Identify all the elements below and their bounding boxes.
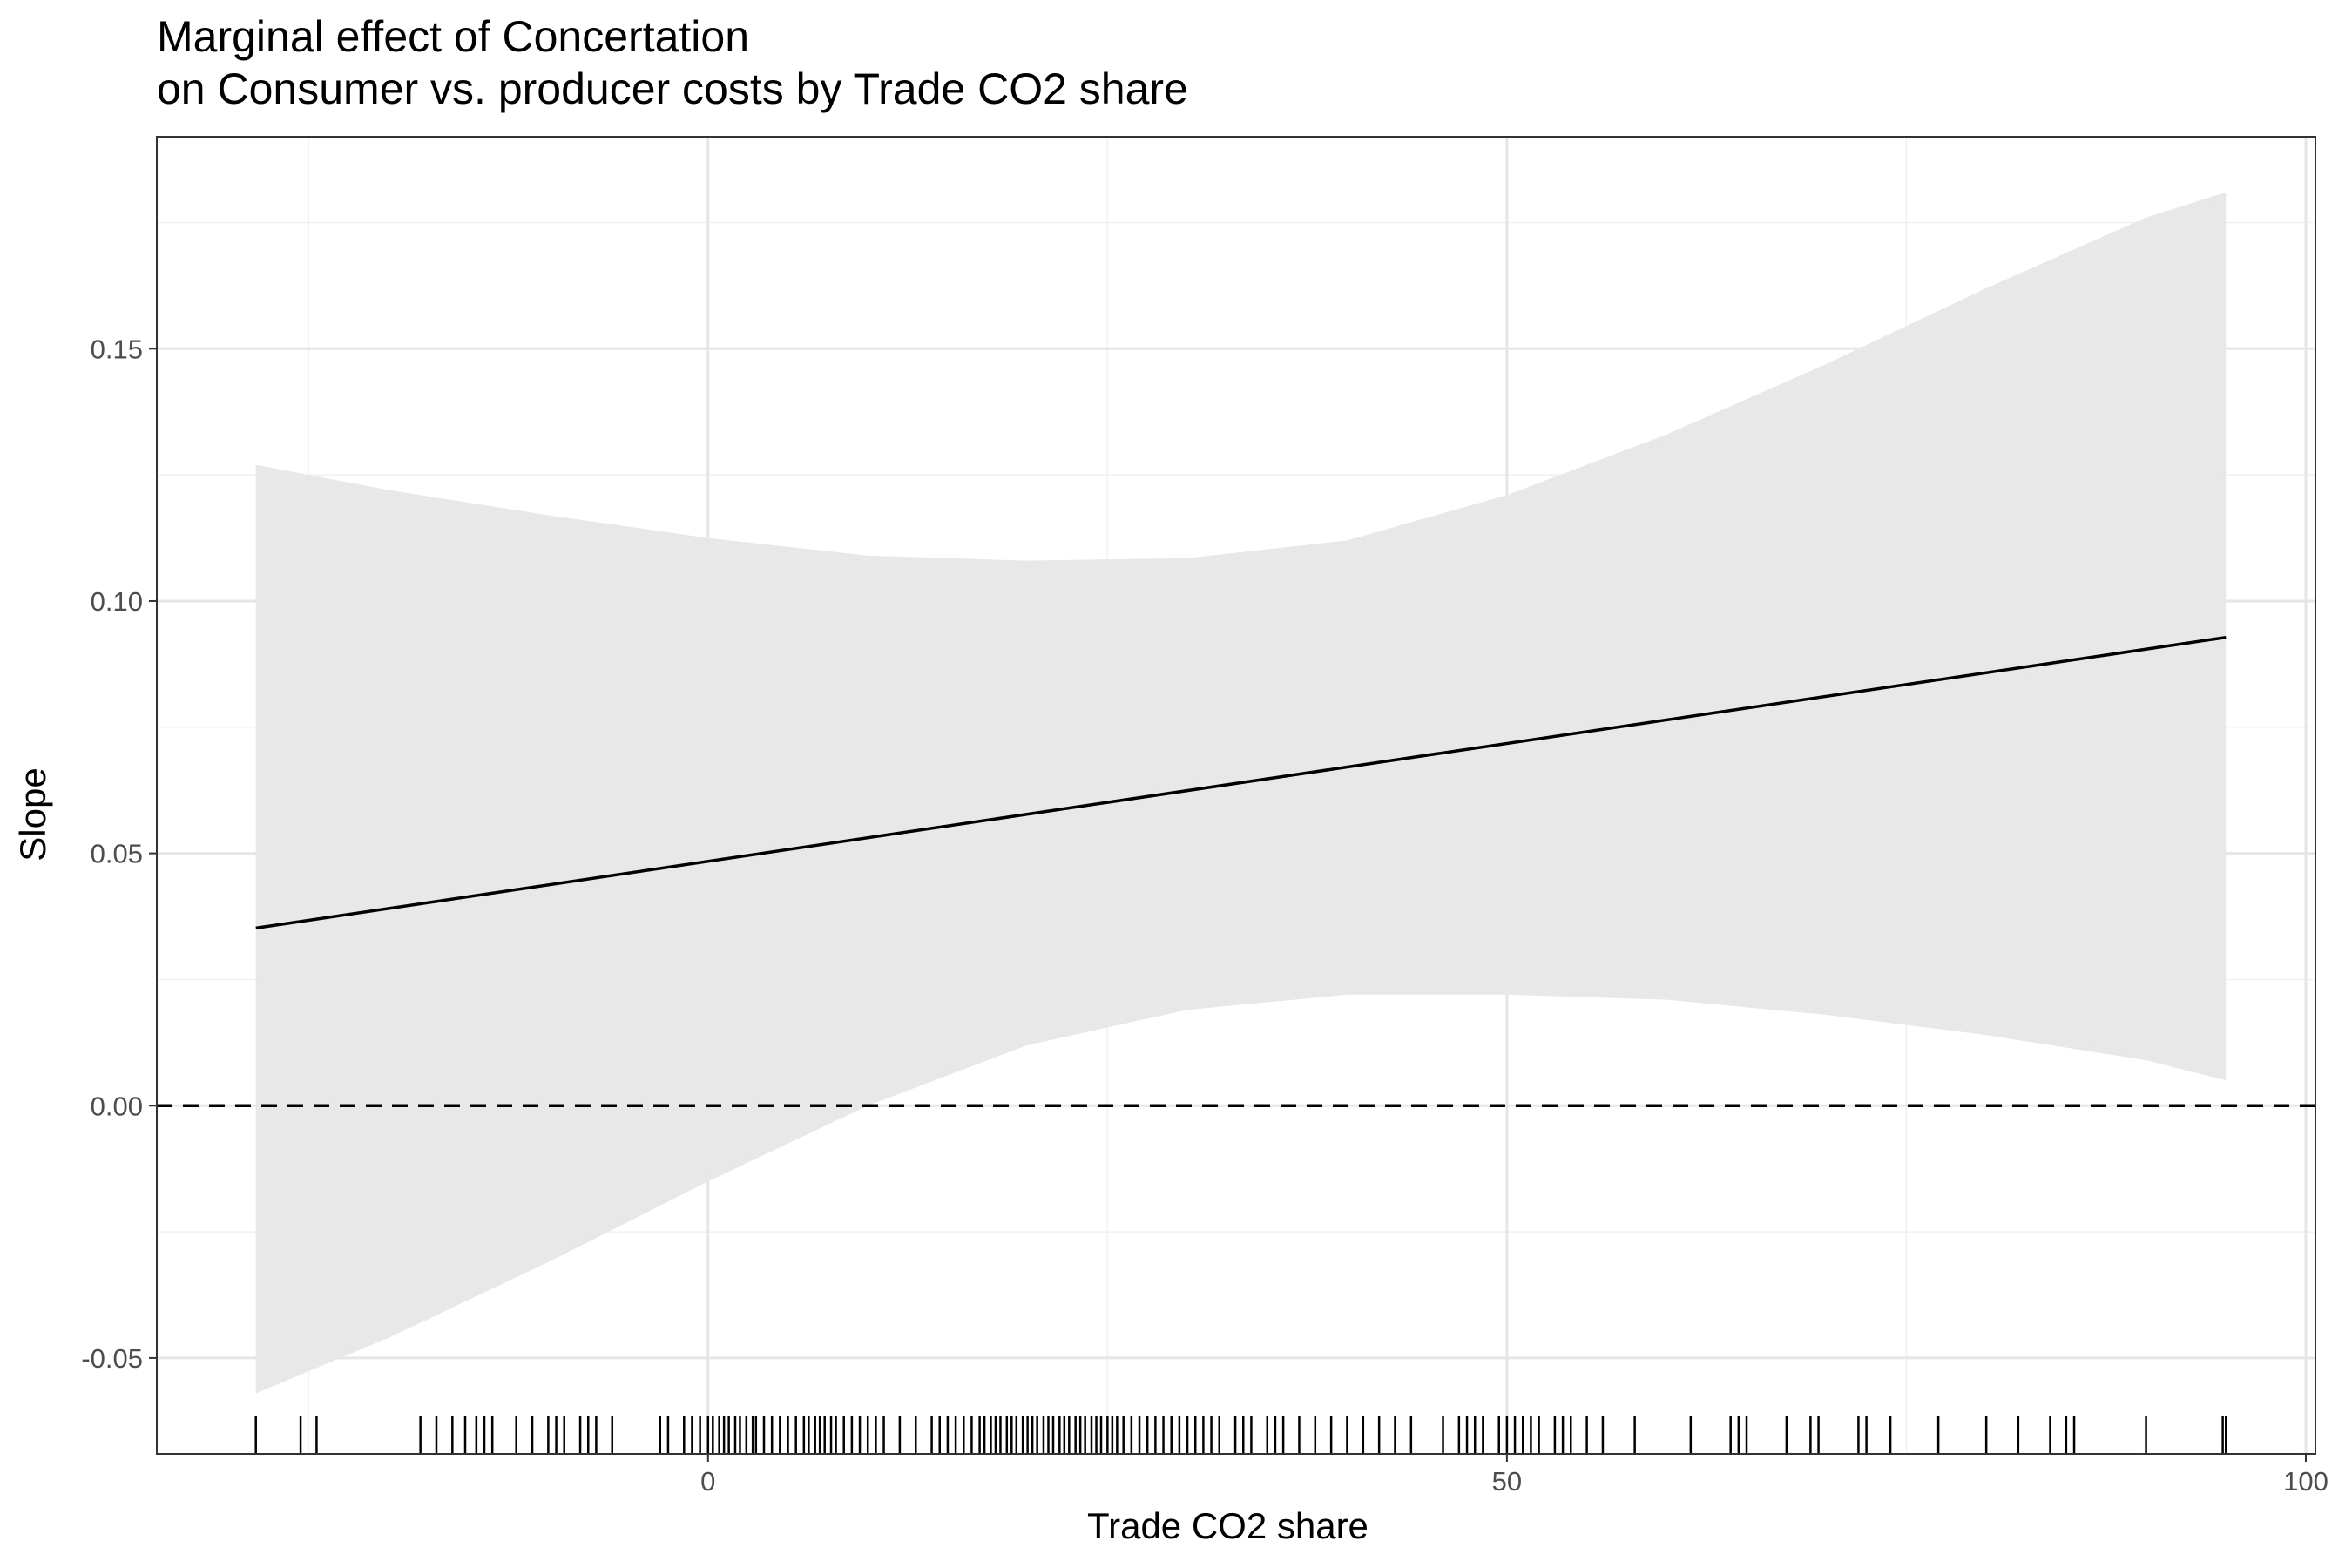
y-tick-label: 0.10	[91, 586, 143, 617]
chart-title: Marginal effect of Concertation	[157, 12, 750, 61]
y-tick-label: -0.05	[81, 1343, 143, 1374]
chart-subtitle: on Consumer vs. producer costs by Trade …	[157, 64, 1188, 113]
y-tick-label: 0.05	[91, 839, 143, 869]
y-axis-title: Slope	[12, 767, 53, 862]
x-tick-label: 0	[700, 1466, 715, 1497]
confidence-band	[255, 192, 2227, 1394]
marginal-effect-line	[255, 635, 2227, 930]
rug-marks	[254, 1416, 2227, 1454]
y-axis-ticks: -0.05 0.00 0.05 0.10 0.15	[81, 334, 157, 1374]
x-tick-label: 50	[1492, 1466, 1522, 1497]
x-axis-title: Trade CO2 share	[1087, 1505, 1369, 1546]
x-tick-label: 100	[2283, 1466, 2328, 1497]
x-axis-ticks: 0 50 100	[700, 1454, 2328, 1497]
y-tick-label: 0.00	[91, 1091, 143, 1121]
y-tick-label: 0.15	[91, 334, 143, 364]
panel-border	[156, 136, 2316, 1455]
